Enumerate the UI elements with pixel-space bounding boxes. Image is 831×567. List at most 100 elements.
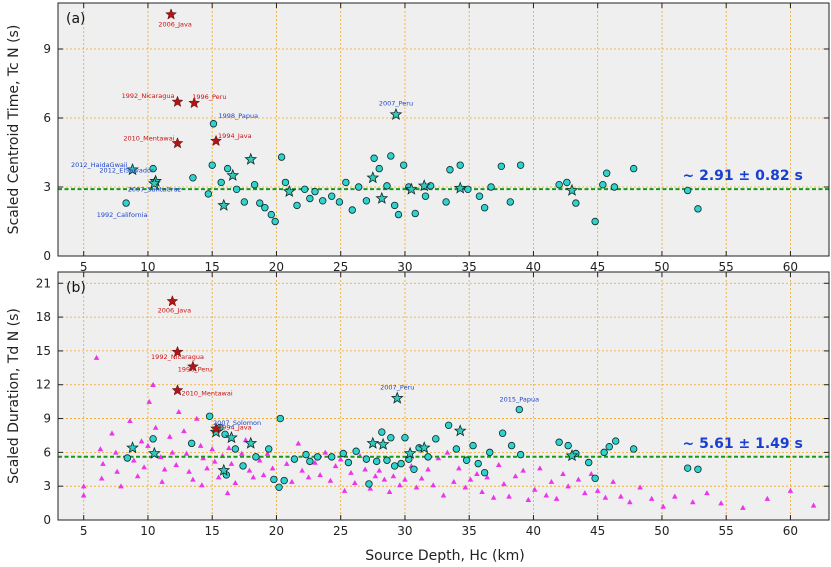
triangle-marker (484, 474, 490, 480)
triangle-marker (602, 494, 609, 500)
teal-star-marker (126, 441, 139, 454)
circle-marker (293, 201, 301, 210)
event-label: 1994_Java (218, 424, 252, 432)
triangle-marker (295, 440, 302, 446)
teal-star-marker (147, 176, 161, 189)
circle-marker (683, 186, 692, 195)
triangle-marker (211, 458, 218, 464)
triangle-marker (637, 484, 643, 490)
triangle-marker (341, 487, 348, 493)
red-star-marker (171, 137, 184, 149)
x-tick-label: 20 (269, 524, 284, 538)
triangle-marker (718, 500, 724, 506)
circle-marker (239, 462, 247, 470)
y-tick-label: 6 (43, 111, 51, 125)
plot-area (58, 3, 829, 256)
circle-marker (328, 192, 336, 200)
x-tick-label: 40 (526, 524, 541, 538)
x-tick-label: 55 (719, 260, 734, 274)
y-tick-label: 9 (43, 412, 51, 426)
triangle-marker (376, 467, 383, 473)
teal-star-marker (147, 446, 161, 459)
event-label: 2007_Peru (379, 100, 413, 108)
circle-marker (306, 457, 314, 466)
circle-marker (306, 194, 314, 203)
event-label: 2006_Java (158, 21, 192, 29)
triangle-marker (193, 415, 200, 421)
circle-marker (223, 164, 232, 173)
x-tick-label: 35 (462, 260, 477, 274)
circle-marker (480, 203, 489, 212)
triangle-marker (93, 354, 100, 360)
y-axis-label: Scaled Duration, Td N (s) (6, 308, 22, 484)
circle-marker (629, 164, 638, 173)
circle-marker (352, 447, 360, 455)
circle-marker (480, 468, 489, 477)
circle-marker (390, 462, 399, 470)
circle-marker (265, 445, 273, 453)
triangle-marker (114, 468, 120, 474)
circle-marker (276, 414, 285, 423)
circle-marker (378, 428, 386, 436)
triangle-marker (141, 464, 147, 470)
circle-marker (390, 201, 399, 210)
x-tick-label: 30 (397, 524, 412, 538)
circle-marker (328, 453, 336, 461)
circle-marker (611, 437, 620, 445)
x-tick-label: 5 (80, 260, 88, 274)
event-label: 1996_Peru (178, 366, 212, 374)
triangle-marker (150, 381, 156, 387)
triangle-marker (80, 483, 87, 489)
circle-marker (432, 435, 440, 443)
y-tick-label: 21 (36, 276, 51, 290)
circle-marker (694, 205, 702, 213)
circle-marker (372, 457, 381, 466)
triangle-marker (327, 477, 334, 483)
triangle-marker (337, 456, 344, 462)
circle-marker (599, 180, 607, 189)
event-label: 2010_Mentawai (182, 389, 233, 397)
circle-marker (277, 153, 286, 161)
event-label: 1992_California (97, 211, 148, 219)
mean-label: ~ 2.91 ± 0.82 s (683, 168, 803, 184)
triangle-marker (479, 489, 485, 495)
triangle-marker (450, 478, 457, 484)
circle-marker (555, 438, 563, 446)
circle-marker (313, 453, 322, 461)
event-label: 2012_ElSalvador (99, 166, 154, 174)
circle-marker (383, 182, 391, 190)
teal-star-marker (244, 152, 258, 165)
triangle-marker (495, 461, 502, 468)
triangle-marker (560, 470, 566, 477)
circle-marker (205, 412, 214, 420)
triangle-marker (531, 486, 538, 492)
x-tick-label: 25 (333, 260, 348, 274)
y-tick-label: 18 (36, 310, 51, 324)
circle-marker (344, 458, 353, 467)
triangle-marker (118, 483, 124, 489)
circle-marker (342, 178, 350, 187)
plot-frame (57, 2, 830, 257)
triangle-marker (764, 495, 771, 501)
x-tick-label: 5 (80, 524, 88, 538)
circle-marker (629, 445, 638, 453)
circle-marker (240, 198, 249, 206)
triangle-marker (138, 438, 145, 444)
triangle-marker (134, 473, 141, 479)
circle-marker (270, 475, 278, 484)
teal-star-marker (126, 163, 139, 176)
x-tick-label: 35 (462, 524, 477, 538)
circle-marker (446, 166, 454, 174)
circle-marker (591, 474, 599, 482)
x-tick-label: 30 (397, 260, 412, 274)
triangle-marker (810, 502, 817, 508)
y-tick-label: 12 (36, 378, 51, 392)
y-tick-label: 0 (43, 513, 51, 527)
x-tick-label: 20 (269, 260, 284, 274)
triangle-marker (672, 493, 678, 499)
circle-marker (149, 435, 157, 443)
circle-marker (187, 439, 196, 448)
circle-marker (452, 445, 461, 453)
circle-marker (252, 453, 260, 461)
y-axis-label: Scaled Centroid Time, Tc N (s) (6, 25, 22, 235)
